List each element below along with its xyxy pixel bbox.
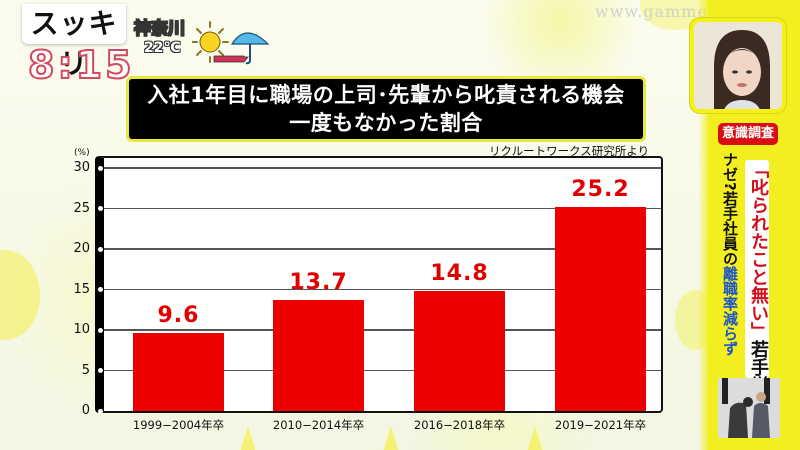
bar [555,206,646,411]
gridline [104,369,661,372]
x-category-label: 2010−2014年卒 [272,418,365,432]
sun-icon [192,21,229,63]
y-tick-marker [98,246,103,252]
gridline [104,167,661,169]
weather-location: 神奈川 [134,19,186,40]
bar-value-label: 25.2 [571,176,630,202]
source-credit: リクルートワークス研究所より [489,144,650,158]
y-tick-marker [98,287,103,292]
side-headline-right-background [745,160,769,378]
y-tick-label: 0 [81,403,90,418]
bar [414,291,505,411]
x-category-label: 2016−2018年卒 [413,418,506,432]
presenter-portrait [690,18,786,113]
y-tick-label: 5 [81,362,90,378]
show-logo: スッキリ [22,4,126,80]
chart-title-box: 入社1年目に職場の上司･先輩から叱責される機会 一度もなかった割合 [126,76,646,142]
side-headline-left-part2: 離職率減らず [721,265,739,356]
side-headline-right: 「叱られたこと無い」若手増加 [746,160,770,412]
decorative-sparkle [240,426,256,450]
x-category-label: 1999−2004年卒 [132,418,225,432]
x-category-label: 2019−2021年卒 [554,418,647,432]
y-tick-marker [98,368,103,373]
clock: 8:15 [27,43,135,87]
decorative-blob [0,250,40,340]
weather-temperature: 22℃ [144,40,181,56]
umbrella-icon [230,32,270,65]
weather-icons [192,21,270,65]
decorative-sparkle [383,426,399,450]
bar [273,300,364,411]
bar-value-label: 9.6 [157,303,200,329]
chart-title-line1: 入社1年目に職場の上司･先輩から叱責される機会 [147,83,625,107]
bar-value-label: 13.7 [289,270,348,296]
survey-tag: 意識調査 [718,123,778,145]
side-headline-right-part1: 「叱られたこと無い」 [748,160,769,340]
y-axis-unit: (%) [74,148,90,158]
y-tick-label: 10 [73,322,90,337]
chart-title-line2: 一度もなかった割合 [289,111,483,135]
y-tick-marker [98,408,103,414]
y-tick-marker [98,165,103,171]
y-tick-label: 30 [73,160,90,175]
y-tick-label: 20 [73,241,90,256]
y-tick-label: 25 [73,200,90,216]
y-tick-marker [98,327,103,333]
bar-value-label: 14.8 [430,261,489,287]
y-tick-label: 15 [73,281,90,297]
gridline [104,288,661,291]
gridline [104,329,661,331]
y-tick-marker [98,206,103,211]
gridline [104,207,661,210]
people-bowing-icon [718,378,780,438]
side-headline-left-part1: ナゼ?若手社員の [721,152,739,266]
bar [133,333,224,411]
gridline [104,248,661,250]
person-silhouette-icon [694,22,782,109]
news-photo-thumbnail [718,378,780,438]
side-headline-left: ナゼ?若手社員の離職率減らず [719,152,741,356]
arrow-right-icon [213,55,249,63]
decorative-sparkle [527,426,543,450]
